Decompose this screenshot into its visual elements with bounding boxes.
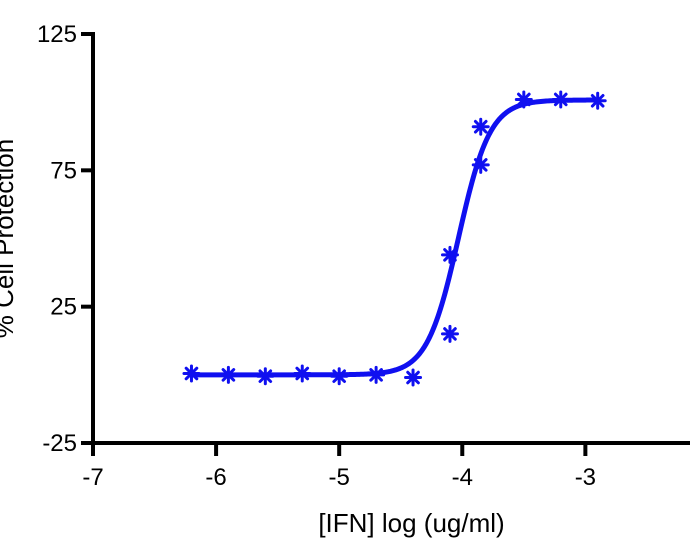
data-point — [219, 365, 238, 384]
data-point — [471, 155, 490, 174]
data-point — [514, 90, 533, 109]
data-point — [471, 117, 490, 136]
x-tick-label: -7 — [82, 464, 103, 491]
data-point — [440, 245, 459, 264]
y-tick-label: 25 — [50, 294, 77, 321]
fit-curve — [188, 97, 601, 378]
y-tick-label: -25 — [42, 430, 77, 457]
y-axis-title: % Cell Protection — [0, 139, 19, 338]
data-point — [404, 368, 423, 387]
data-point — [367, 365, 386, 384]
data-points — [182, 90, 607, 387]
x-axis: -7 -6 -5 -4 -3 — [82, 441, 690, 491]
x-tick-label: -3 — [575, 464, 596, 491]
data-point — [588, 91, 607, 110]
x-tick-label: -4 — [452, 464, 473, 491]
y-tick-label: 125 — [37, 21, 77, 48]
data-point — [440, 324, 459, 343]
data-point — [330, 367, 349, 386]
x-tick-label: -6 — [205, 464, 226, 491]
x-tick-label: -5 — [329, 464, 350, 491]
x-axis-title: [IFN] log (ug/ml) — [318, 508, 504, 538]
data-point — [182, 364, 201, 383]
data-point — [256, 367, 275, 386]
y-axis: -25 25 75 125 — [37, 21, 95, 457]
y-tick-label: 75 — [50, 157, 77, 184]
data-point — [293, 364, 312, 383]
data-point — [551, 90, 570, 109]
